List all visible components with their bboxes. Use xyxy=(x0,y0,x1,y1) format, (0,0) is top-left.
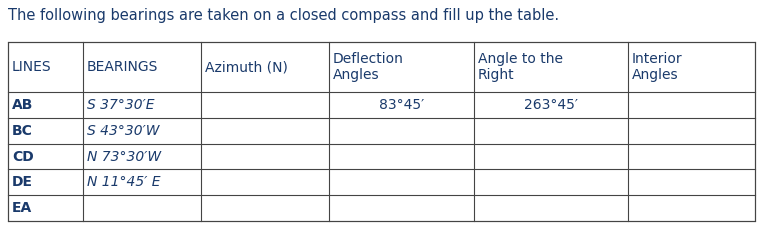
Text: AB: AB xyxy=(12,98,34,112)
Text: LINES: LINES xyxy=(12,60,52,74)
Text: N 73°30′W: N 73°30′W xyxy=(87,150,161,164)
Text: DE: DE xyxy=(12,175,33,189)
Text: Deflection
Angles: Deflection Angles xyxy=(333,52,404,82)
Text: CD: CD xyxy=(12,150,34,164)
Text: Angle to the
Right: Angle to the Right xyxy=(478,52,563,82)
Text: 263°45′: 263°45′ xyxy=(523,98,578,112)
Text: Interior
Angles: Interior Angles xyxy=(632,52,682,82)
Text: BC: BC xyxy=(12,124,33,138)
Text: S 43°30′W: S 43°30′W xyxy=(87,124,159,138)
Text: BEARINGS: BEARINGS xyxy=(87,60,158,74)
Text: N 11°45′ E: N 11°45′ E xyxy=(87,175,160,189)
Bar xyxy=(8,42,755,221)
Text: Azimuth (N): Azimuth (N) xyxy=(205,60,288,74)
Text: The following bearings are taken on a closed compass and fill up the table.: The following bearings are taken on a cl… xyxy=(8,8,559,23)
Text: S 37°30′E: S 37°30′E xyxy=(87,98,154,112)
Text: 83°45′: 83°45′ xyxy=(378,98,424,112)
Text: EA: EA xyxy=(12,201,32,215)
